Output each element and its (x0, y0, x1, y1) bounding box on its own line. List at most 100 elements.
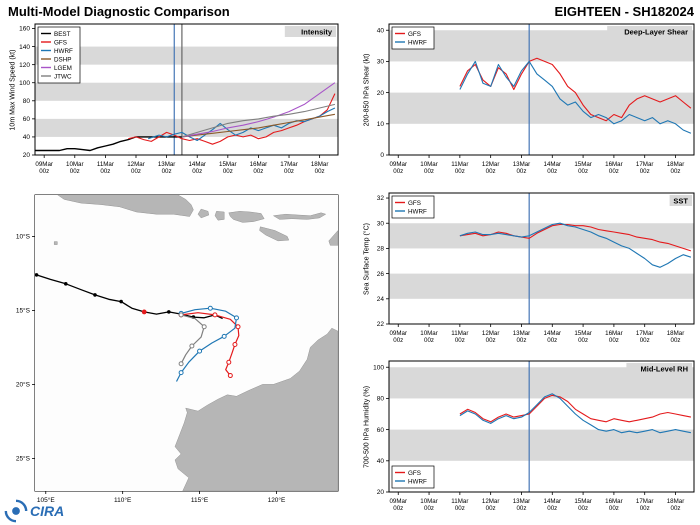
svg-text:15Mar: 15Mar (574, 498, 592, 505)
svg-text:00z: 00z (578, 337, 588, 344)
svg-text:80: 80 (23, 98, 31, 105)
svg-text:14Mar: 14Mar (544, 161, 562, 168)
chart-svg: 2040608010012014016009Mar00z10Mar00z11Ma… (19, 23, 339, 175)
svg-text:00z: 00z (424, 168, 434, 175)
svg-text:14Mar: 14Mar (188, 161, 206, 168)
svg-text:00z: 00z (578, 168, 588, 175)
svg-text:18Mar: 18Mar (667, 161, 685, 168)
svg-text:00z: 00z (192, 168, 202, 175)
svg-text:22: 22 (377, 321, 385, 328)
svg-text:00z: 00z (393, 505, 403, 512)
svg-text:00z: 00z (671, 168, 681, 175)
svg-text:00z: 00z (547, 168, 557, 175)
svg-text:100: 100 (19, 80, 30, 87)
svg-text:Mid-Level RH: Mid-Level RH (640, 365, 688, 374)
svg-text:60: 60 (23, 116, 31, 123)
intensity-chart: 20 40 60 80 100 120 140 160 09Mar 00z 10Mar 00z 11Ma… (5, 18, 344, 188)
chart-svg: 22242628303209Mar00z10Mar00z11Mar00z12Ma… (377, 192, 695, 344)
svg-text:00z: 00z (393, 168, 403, 175)
cira-logo-text: CIRA (30, 503, 65, 519)
svg-text:09Mar: 09Mar (389, 330, 407, 337)
svg-text:160: 160 (19, 26, 30, 33)
svg-text:00z: 00z (486, 168, 496, 175)
track-map-svg: 105°E110°E115°E120°E10°S15°S20°S25°STrac… (16, 194, 339, 504)
svg-text:110°E: 110°E (114, 496, 132, 504)
svg-text:10°S: 10°S (16, 233, 31, 241)
svg-text:15°S: 15°S (16, 307, 31, 315)
svg-text:00z: 00z (671, 337, 681, 344)
svg-text:09Mar: 09Mar (389, 161, 407, 168)
track-map: 105°E110°E115°E120°E10°S15°S20°S25°STrac… (5, 189, 344, 524)
svg-text:10Mar: 10Mar (420, 498, 438, 505)
svg-text:00z: 00z (162, 168, 172, 175)
cira-swirl-icon (4, 499, 28, 523)
svg-text:00z: 00z (455, 505, 465, 512)
svg-text:00z: 00z (486, 337, 496, 344)
svg-text:00z: 00z (393, 337, 403, 344)
cira-logo: CIRA (4, 499, 64, 523)
svg-text:00z: 00z (100, 168, 110, 175)
svg-text:00z: 00z (640, 168, 650, 175)
svg-text:13Mar: 13Mar (158, 161, 176, 168)
svg-text:10Mar: 10Mar (66, 161, 84, 168)
svg-text:00z: 00z (547, 505, 557, 512)
deep-layer-shear-chart: 0 10 20 30 40 09Mar 00z 10Mar 00z 11Mar 00z 12Mar 00… (359, 18, 700, 188)
svg-text:00z: 00z (315, 168, 325, 175)
chart-svg: 2040608010009Mar00z10Mar00z11Mar00z12Mar… (373, 360, 695, 512)
svg-text:20: 20 (377, 90, 385, 97)
svg-text:HWRF: HWRF (408, 208, 427, 215)
svg-text:00z: 00z (424, 505, 434, 512)
svg-text:16Mar: 16Mar (605, 330, 623, 337)
svg-text:10Mar: 10Mar (420, 161, 438, 168)
svg-text:28: 28 (377, 246, 385, 253)
svg-text:17Mar: 17Mar (636, 161, 654, 168)
svg-text:18Mar: 18Mar (667, 498, 685, 505)
svg-text:17Mar: 17Mar (636, 330, 654, 337)
svg-text:18Mar: 18Mar (311, 161, 329, 168)
svg-text:00z: 00z (609, 337, 619, 344)
svg-text:GFS: GFS (408, 470, 421, 477)
svg-text:11Mar: 11Mar (451, 330, 468, 337)
svg-text:12Mar: 12Mar (482, 330, 500, 337)
svg-text:15Mar: 15Mar (574, 161, 592, 168)
svg-text:24: 24 (377, 296, 385, 303)
svg-text:GFS: GFS (408, 31, 421, 38)
svg-text:00z: 00z (455, 168, 465, 175)
svg-text:11Mar: 11Mar (451, 498, 468, 505)
svg-text:13Mar: 13Mar (513, 161, 531, 168)
svg-text:00z: 00z (640, 505, 650, 512)
svg-text:00z: 00z (486, 505, 496, 512)
svg-text:11Mar: 11Mar (451, 161, 468, 168)
svg-text:0: 0 (380, 152, 384, 159)
svg-text:25°S: 25°S (16, 455, 31, 463)
svg-text:40: 40 (23, 134, 31, 141)
svg-text:HWRF: HWRF (54, 48, 73, 55)
svg-text:GFS: GFS (54, 39, 67, 46)
svg-text:00z: 00z (547, 337, 557, 344)
svg-text:00z: 00z (424, 337, 434, 344)
svg-text:00z: 00z (578, 505, 588, 512)
svg-text:105°E: 105°E (37, 496, 55, 504)
svg-text:10: 10 (377, 121, 385, 128)
svg-text:09Mar: 09Mar (389, 498, 407, 505)
svg-text:00z: 00z (516, 505, 526, 512)
svg-text:00z: 00z (455, 337, 465, 344)
svg-text:16Mar: 16Mar (250, 161, 268, 168)
svg-text:20°S: 20°S (16, 381, 31, 389)
svg-text:32: 32 (377, 195, 385, 202)
svg-text:00z: 00z (516, 337, 526, 344)
svg-text:Intensity: Intensity (301, 28, 333, 37)
svg-text:HWRF: HWRF (408, 478, 427, 485)
svg-text:13Mar: 13Mar (513, 498, 531, 505)
svg-text:12Mar: 12Mar (482, 161, 500, 168)
svg-text:LGEM: LGEM (54, 65, 72, 72)
storm-id-title: EIGHTEEN - SH182024 (554, 4, 694, 19)
svg-text:00z: 00z (516, 168, 526, 175)
svg-text:12Mar: 12Mar (482, 498, 500, 505)
svg-text:12Mar: 12Mar (127, 161, 145, 168)
svg-text:00z: 00z (609, 168, 619, 175)
svg-text:60: 60 (377, 427, 385, 434)
svg-text:14Mar: 14Mar (544, 330, 562, 337)
svg-text:20: 20 (23, 152, 31, 159)
